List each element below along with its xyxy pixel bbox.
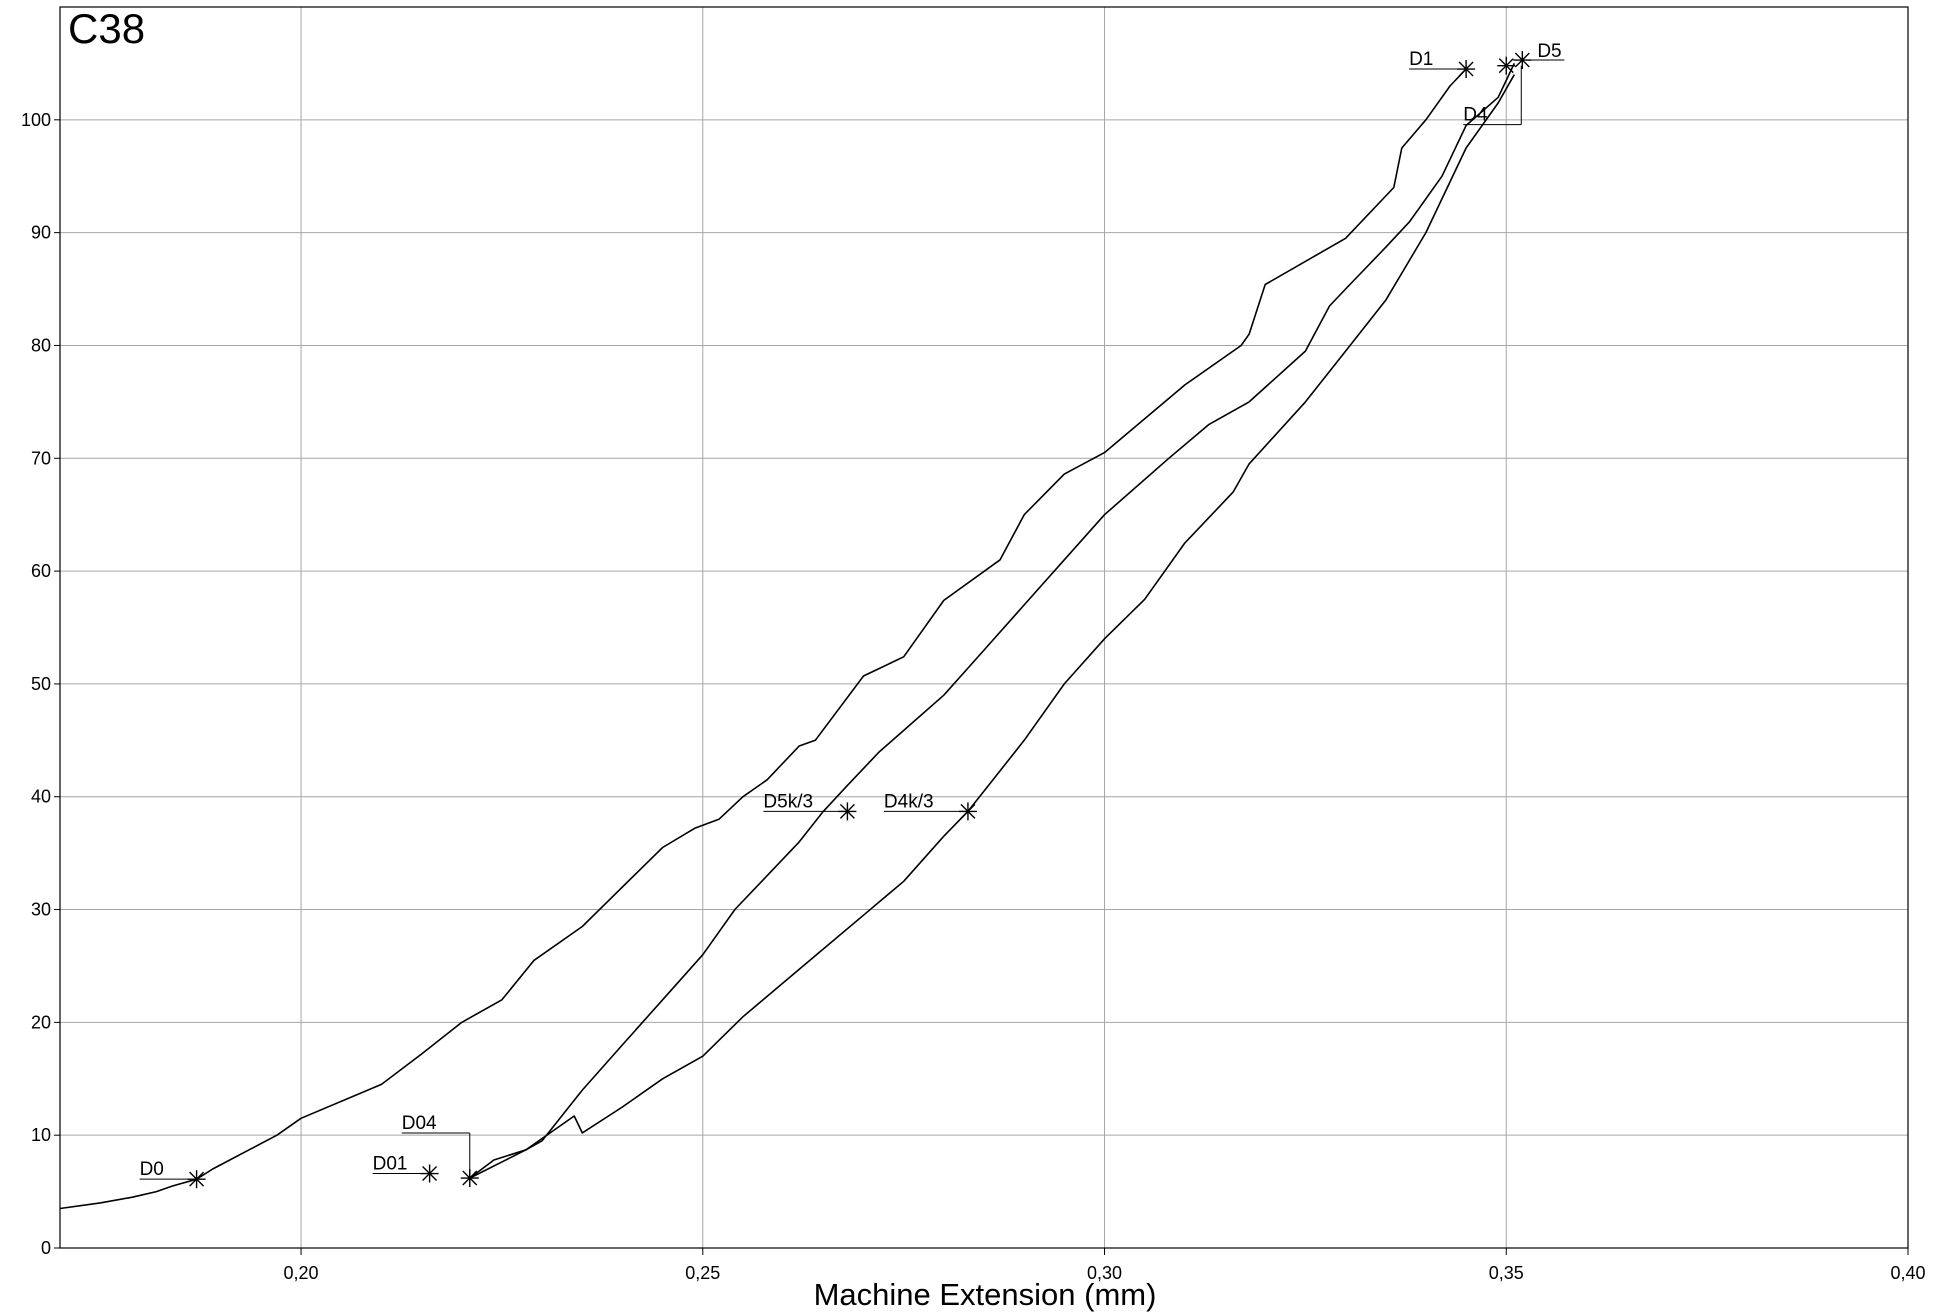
annotation-d5: D5 [1513,41,1565,70]
annotation-d4k-3: D4k/3 [883,791,977,821]
y-tick-label: 90 [31,223,51,243]
marker-stroke [1498,58,1514,74]
series-line-2 [469,63,1516,1179]
y-tick-label: 80 [31,335,51,355]
y-tick-label: 20 [31,1012,51,1032]
annotation-d4: D4 [1463,56,1522,126]
series-line-3 [469,74,1515,1179]
annotation-label: D04 [402,1113,437,1134]
x-tick-label: 0,30 [1087,1263,1122,1283]
series-lines [59,63,1516,1210]
grid [60,7,1909,1249]
y-tick-label: 0 [41,1238,51,1258]
y-tick-label: 40 [31,787,51,807]
annotation-label: D4 [1463,105,1488,126]
chart-title: C38 [68,5,145,52]
y-tick-label: 30 [31,900,51,920]
annotation-d1: D1 [1409,49,1476,79]
x-tick-label: 0,35 [1489,1263,1524,1283]
y-tick-label: 50 [31,674,51,694]
x-tick-label: 0,20 [284,1263,319,1283]
annotation-label: D5 [1537,41,1561,62]
annotation-d0: D0 [139,1159,206,1189]
annotation-d01: D01 [372,1154,439,1183]
series-line-1 [59,68,1467,1210]
y-tick-label: 60 [31,561,51,581]
annotation-label: D5k/3 [763,791,813,812]
y-tick-label: 10 [31,1125,51,1145]
axes: 0 10 20 30 40 50 60 70 80 90 100 0,20 0,25 0,30 0,35 0,… [21,6,1926,1283]
y-tick-label: 100 [21,110,51,130]
annotation-label: D1 [1409,49,1433,70]
x-tick-label: 0,25 [685,1263,720,1283]
annotation-d04: D04 [401,1113,479,1188]
x-axis-title: Machine Extension (mm) [814,1277,1157,1312]
annotation-label: D0 [140,1159,164,1180]
annotations: D0 D01 D04 D5k/3 D4k/3 D1 D4 D5 [139,41,1565,1189]
annotation-label: D4k/3 [884,791,934,812]
annotation-d5k-3: D5k/3 [763,791,857,821]
annotation-label: D01 [373,1154,408,1175]
y-tick-label: 70 [31,448,51,468]
x-tick-label: 0,40 [1890,1263,1925,1283]
plot-frame [59,6,1909,1249]
